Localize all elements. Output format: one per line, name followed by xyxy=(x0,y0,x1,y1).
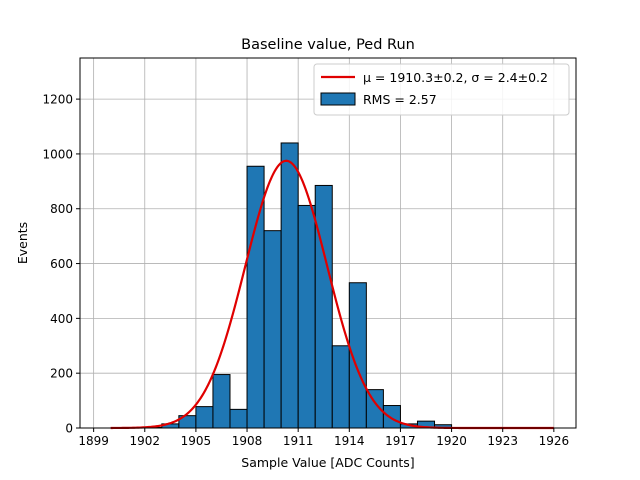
x-axis-label: Sample Value [ADC Counts] xyxy=(241,455,414,470)
histogram-bar xyxy=(314,184,333,429)
y-tick-label: 600 xyxy=(50,257,73,271)
y-tick-label: 1000 xyxy=(42,147,73,161)
y-tick-label: 800 xyxy=(50,202,73,216)
legend-fit-label: μ = 1910.3±0.2, σ = 2.4±0.2 xyxy=(363,70,548,85)
y-tick-label: 400 xyxy=(50,312,73,326)
histogram-bar xyxy=(382,405,401,429)
x-tick-label: 1920 xyxy=(436,434,467,448)
histogram-bar xyxy=(297,204,316,429)
histogram-bar xyxy=(331,345,350,429)
histogram-bars xyxy=(127,142,453,429)
y-tick-label: 0 xyxy=(65,422,73,436)
legend-box xyxy=(313,63,570,116)
legend-histogram-label: RMS = 2.57 xyxy=(363,92,437,107)
histogram-bar xyxy=(263,230,282,429)
y-tick-label: 1200 xyxy=(42,93,73,107)
histogram-bar xyxy=(280,142,299,429)
x-tick-label: 1902 xyxy=(129,434,160,448)
y-axis-label: Events xyxy=(15,222,30,264)
x-tick-label: 1899 xyxy=(78,434,109,448)
y-tick-label: 200 xyxy=(50,367,73,381)
x-tick-label: 1926 xyxy=(539,434,570,448)
plot-frame xyxy=(79,57,577,429)
x-tick-label: 1923 xyxy=(487,434,518,448)
x-tick-label: 1908 xyxy=(232,434,263,448)
x-tick-label: 1905 xyxy=(181,434,212,448)
chart-title: Baseline value, Ped Run xyxy=(241,37,415,53)
x-tick-label: 1917 xyxy=(385,434,416,448)
histogram-bar xyxy=(195,406,214,429)
x-axis-ticks: 1899 1902 1905 1908 1911 1914 1917 1920 1923 1926 xyxy=(78,428,569,448)
x-tick-label: 1911 xyxy=(283,434,314,448)
histogram-bar xyxy=(212,374,231,429)
legend: μ = 1910.3±0.2, σ = 2.4±0.2 RMS = 2.57 xyxy=(313,63,570,116)
y-axis-ticks: 0 200 400 600 800 1000 1200 xyxy=(42,93,80,436)
legend-histogram-swatch xyxy=(320,92,356,106)
histogram-bar xyxy=(229,408,248,429)
x-tick-label: 1914 xyxy=(334,434,365,448)
